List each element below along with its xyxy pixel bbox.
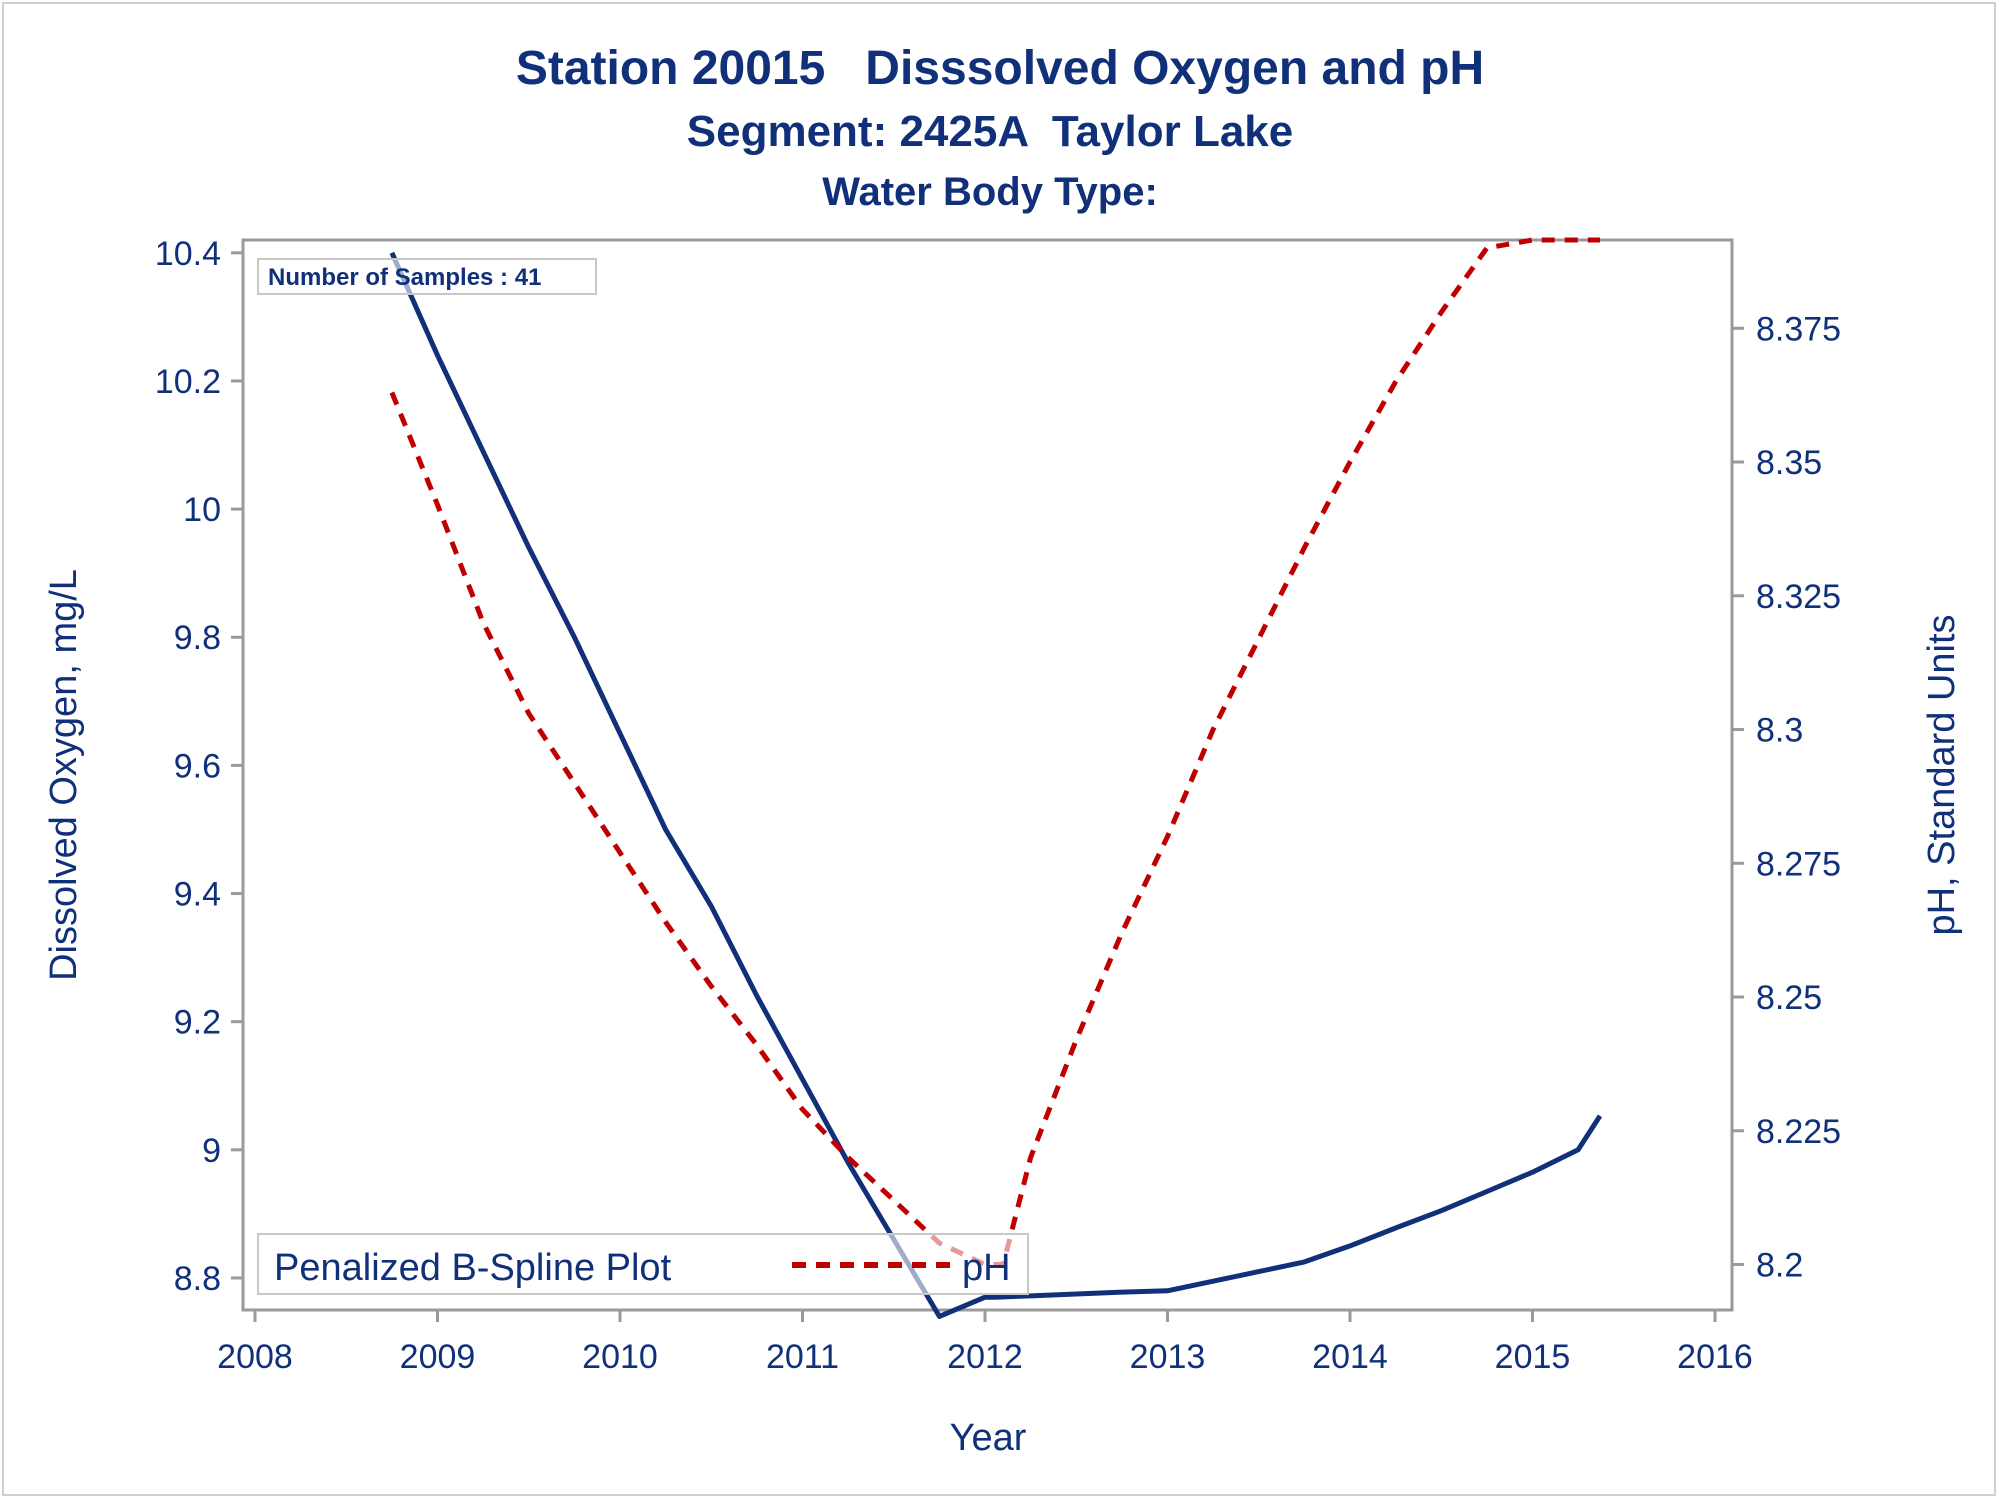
x-tick-label: 2014 [1312, 1338, 1388, 1376]
y-tick-label: 9.4 [174, 876, 221, 914]
y2-tick-label: 8.2 [1756, 1247, 1803, 1285]
y-tick-label: 9.2 [174, 1004, 221, 1042]
y-tick-label: 10.4 [155, 235, 221, 273]
y2-tick-label: 8.225 [1756, 1113, 1841, 1151]
y-tick-label: 9.8 [174, 619, 221, 657]
legend-title: Penalized B-Spline Plot [274, 1247, 672, 1289]
chart-subtitle: Segment: 2425A Taylor Lake [687, 107, 1293, 156]
y2-tick-label: 8.275 [1756, 845, 1841, 883]
x-tick-label: 2012 [947, 1338, 1023, 1376]
legend: Penalized B-Spline Plot pH [257, 1233, 1029, 1295]
x-tick-label: 2010 [582, 1338, 658, 1376]
y2-axis-label: pH, Standard Units [1921, 614, 1963, 935]
y2-tick-label: 8.3 [1756, 712, 1803, 750]
y-tick-label: 9.6 [174, 747, 221, 785]
x-tick-label: 2016 [1677, 1338, 1753, 1376]
plot-frame [241, 238, 1734, 1312]
y-tick-label: 10 [183, 491, 221, 529]
y2-tick-label: 8.35 [1756, 444, 1822, 482]
axes-layer: 2008 2009 2010 2011 2012 2013 2014 2015 2016 8.8 9… [155, 235, 1841, 1376]
y-tick-label: 9 [202, 1132, 221, 1170]
x-tick-label: 2011 [766, 1338, 839, 1376]
y2-tick-label: 8.25 [1756, 979, 1822, 1017]
legend-entry-ph: pH [962, 1247, 1011, 1289]
x-tick-label: 2008 [217, 1338, 293, 1376]
y-tick-label: 8.8 [174, 1260, 221, 1298]
dissolved-oxygen-series-line [389, 251, 1603, 1319]
inset-box [257, 258, 597, 295]
chart-subtitle-2: Water Body Type: [822, 170, 1158, 214]
inset-text: Number of Samples : 41 [268, 264, 541, 291]
legend-box [257, 1233, 1029, 1295]
x-tick-label: 2013 [1130, 1338, 1206, 1376]
y2-tick-label: 8.325 [1756, 578, 1841, 616]
ph-series-line [389, 237, 1600, 1267]
y2-tick-label: 8.375 [1756, 310, 1841, 348]
x-tick-label: 2009 [400, 1338, 476, 1376]
sample-count-inset: Number of Samples : 41 [257, 258, 597, 295]
series-layer [389, 237, 1603, 1319]
y-tick-label: 10.2 [155, 363, 221, 401]
y-axis-label: Dissolved Oxygen, mg/L [43, 569, 85, 981]
x-axis-label: Year [950, 1417, 1027, 1459]
x-tick-label: 2015 [1495, 1338, 1571, 1376]
chart-title: Station 20015 Disssolved Oxygen and pH [516, 42, 1484, 95]
